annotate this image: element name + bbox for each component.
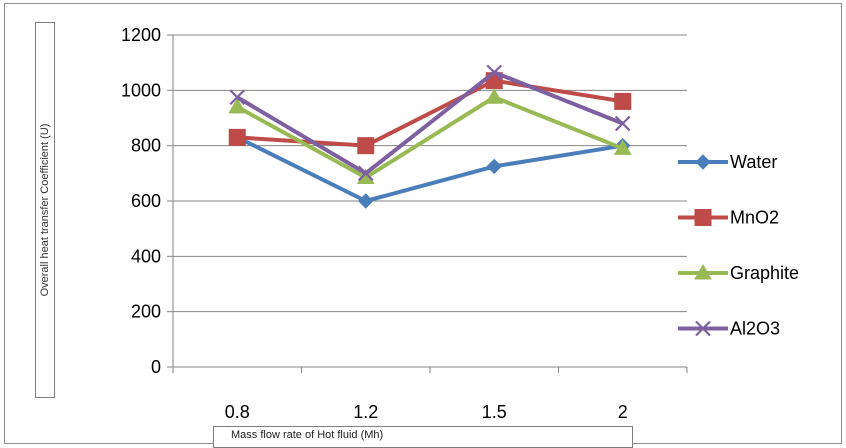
y-tick-1200: 1200: [121, 25, 161, 45]
legend-item-Al2O3: Al2O3: [678, 319, 780, 339]
y-tick-200: 200: [131, 302, 161, 322]
point-Graphite-2: [613, 139, 632, 155]
point-MnO2-1.2: [357, 137, 375, 155]
legend-marker-MnO2: [694, 209, 712, 226]
point-MnO2-0.8: [228, 128, 246, 146]
legend-marker-Al2O3: [695, 320, 711, 337]
point-Water-1.2: [358, 193, 374, 209]
y-tick-labels: 0 200 400 600 800 1000 1200: [121, 25, 161, 377]
x-axis-label: Mass flow rate of Hot fluid (Mh): [231, 429, 384, 441]
point-Graphite-0.8: [228, 97, 247, 114]
y-tick-800: 800: [131, 136, 161, 156]
x-tick-0.8: 0.8: [225, 402, 250, 422]
series-MnO2: [228, 72, 632, 155]
y-tick-1000: 1000: [121, 80, 161, 100]
y-tick-0: 0: [151, 357, 161, 377]
point-Al2O3-1.5: [486, 64, 503, 81]
series-line-Graphite: [236, 95, 624, 180]
legend-item-MnO2: MnO2: [678, 208, 779, 228]
x-tick-1.5: 1.5: [482, 402, 507, 422]
legend-label-Graphite: Graphite: [730, 263, 799, 283]
series-Al2O3: [229, 64, 631, 182]
series-lines: [228, 64, 632, 209]
legend-label-Al2O3: Al2O3: [730, 319, 780, 339]
point-Graphite-1.5: [485, 88, 504, 104]
legend-item-Water: Water: [678, 152, 777, 172]
y-tick-400: 400: [131, 246, 161, 266]
x-tick-2: 2: [618, 402, 628, 422]
legend-marker-Graphite: [694, 263, 712, 280]
x-tick-labels: 0.8 1.2 1.5 2: [225, 402, 628, 422]
y-axis-label-box: [35, 22, 55, 398]
gridlines: [173, 34, 687, 313]
axes: [167, 34, 688, 373]
legend: Water MnO2 Graphite Al2O3: [678, 152, 799, 339]
legend-label-MnO2: MnO2: [730, 208, 779, 228]
point-Water-1.5: [486, 158, 502, 175]
point-MnO2-2: [614, 92, 632, 110]
legend-marker-Water: [695, 154, 711, 170]
series-line-Al2O3: [236, 70, 624, 176]
point-Al2O3-1.2: [357, 165, 374, 182]
point-Al2O3-2: [614, 115, 631, 132]
x-tick-1.2: 1.2: [353, 402, 378, 422]
legend-label-Water: Water: [730, 152, 777, 172]
point-Al2O3-0.8: [229, 89, 246, 106]
y-tick-600: 600: [131, 191, 161, 211]
legend-item-Graphite: Graphite: [678, 263, 799, 283]
series-line-Water: [236, 135, 624, 203]
